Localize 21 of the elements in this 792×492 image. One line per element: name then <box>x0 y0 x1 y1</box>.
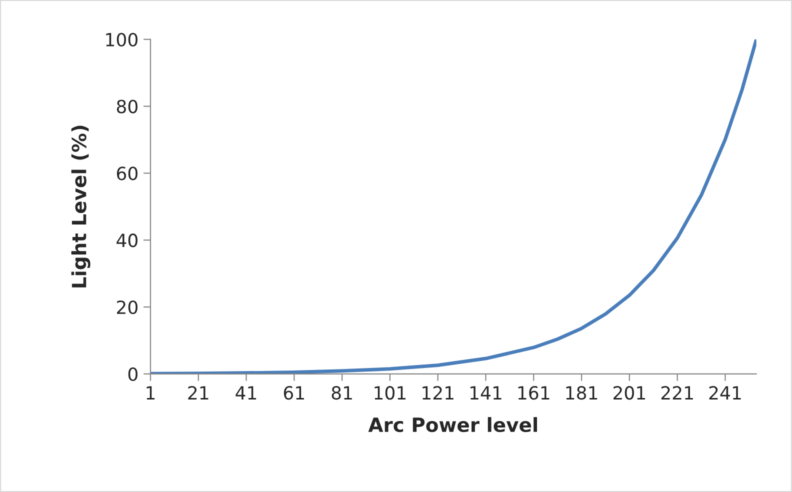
x-tick-label: 61 <box>284 386 304 400</box>
x-tick-label: 241 <box>709 386 741 400</box>
x-tick-label: 41 <box>236 386 256 400</box>
x-tick-label: 101 <box>374 386 406 400</box>
x-tick-label: 21 <box>188 386 208 400</box>
y-tick-label: 100 <box>106 32 138 46</box>
x-tick-label: 201 <box>614 386 645 400</box>
x-tick-label: 161 <box>518 386 550 400</box>
y-tick-label: 60 <box>116 166 138 180</box>
x-tick-label: 121 <box>422 386 454 400</box>
y-axis-title: Light Level (%) <box>71 126 90 288</box>
y-tick-label: 0 <box>128 367 138 382</box>
x-axis-title: Arc Power level <box>368 417 537 432</box>
x-tick-label: 81 <box>332 386 352 400</box>
x-tick-label: 181 <box>566 386 598 400</box>
x-tick-label: 141 <box>470 386 502 400</box>
y-tick-label: 80 <box>116 100 138 114</box>
y-tick-label: 40 <box>116 234 138 248</box>
y-tick-label: 20 <box>117 300 138 314</box>
x-tick-label: 221 <box>661 386 693 400</box>
x-tick-label: 1 <box>146 386 155 400</box>
